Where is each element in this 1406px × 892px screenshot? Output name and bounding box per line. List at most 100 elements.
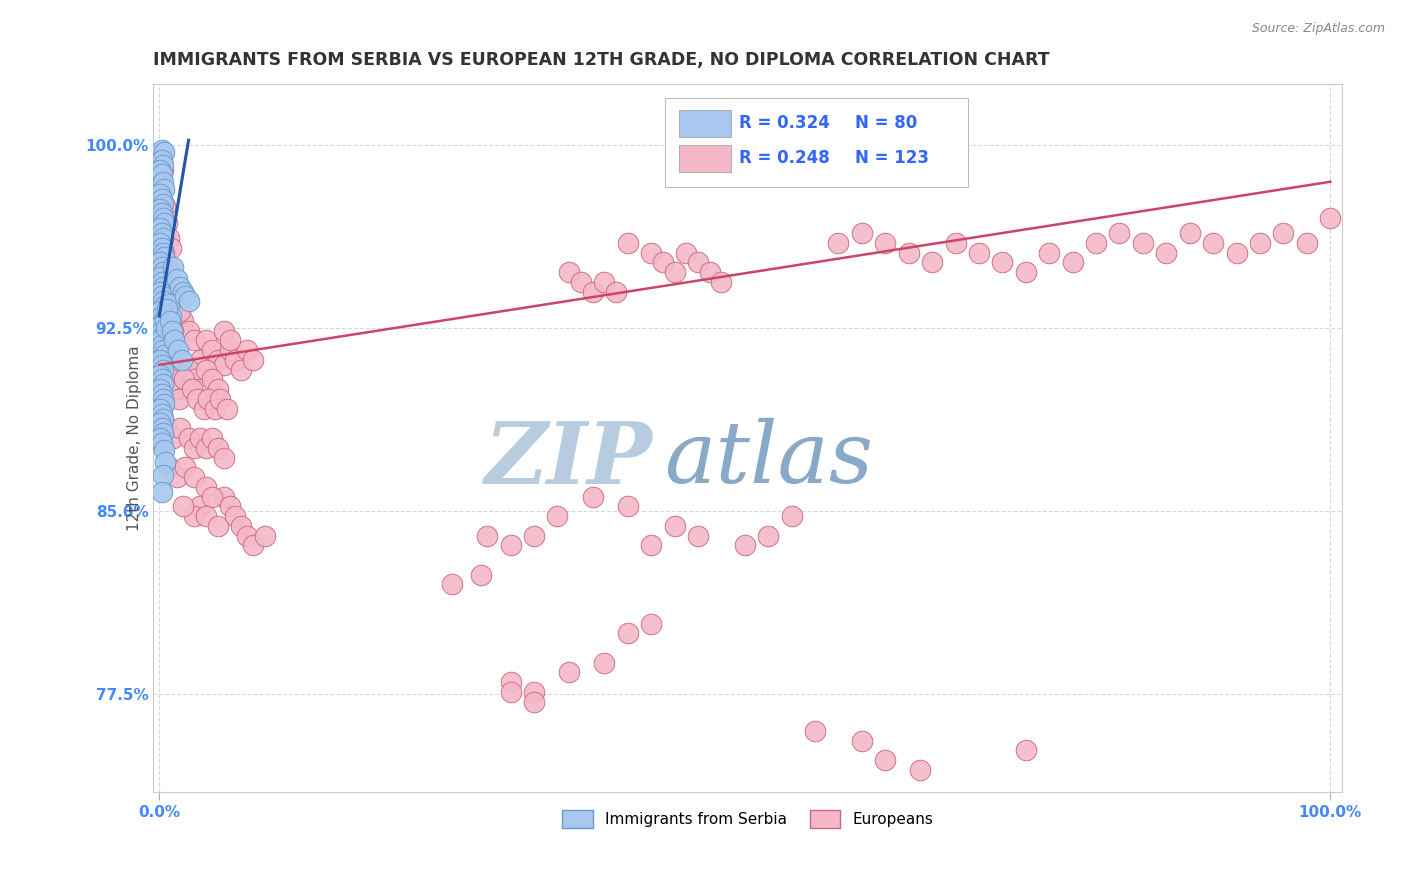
Point	[157, 343, 180, 358]
Point	[153, 343, 176, 358]
Point	[152, 328, 174, 343]
Point	[174, 289, 197, 303]
Point	[558, 665, 581, 680]
Point	[1226, 245, 1249, 260]
Point	[569, 275, 592, 289]
Point	[558, 265, 581, 279]
Point	[160, 372, 183, 386]
Point	[152, 377, 174, 392]
FancyBboxPatch shape	[679, 110, 731, 136]
Point	[150, 206, 173, 220]
Point	[640, 616, 662, 631]
Point	[664, 265, 686, 279]
Point	[153, 455, 176, 469]
Point	[217, 401, 239, 416]
Point	[152, 467, 174, 482]
Point	[153, 314, 176, 328]
Point	[152, 411, 174, 425]
Point	[212, 490, 235, 504]
Point	[1249, 235, 1271, 250]
Point	[149, 353, 172, 368]
Point	[153, 255, 176, 269]
Point	[149, 417, 172, 431]
Point	[153, 245, 176, 260]
Point	[159, 314, 181, 328]
Point	[152, 392, 174, 406]
Point	[827, 235, 849, 250]
Point	[201, 343, 224, 358]
Point	[152, 279, 174, 293]
Point	[581, 285, 603, 299]
Point	[149, 368, 172, 382]
Point	[875, 235, 897, 250]
Point	[188, 382, 211, 396]
Point	[149, 269, 172, 284]
Point	[1038, 245, 1060, 260]
Point	[780, 509, 803, 524]
Point	[1062, 255, 1084, 269]
Point	[159, 275, 181, 289]
Point	[149, 285, 172, 299]
Point	[166, 272, 188, 286]
Point	[616, 626, 638, 640]
Point	[188, 431, 211, 445]
Point	[150, 309, 173, 323]
Point	[183, 372, 205, 386]
Point	[651, 255, 673, 269]
Point	[212, 450, 235, 465]
Point	[152, 162, 174, 177]
Point	[153, 299, 176, 313]
Point	[1272, 226, 1295, 240]
Point	[172, 382, 194, 396]
Point	[195, 362, 218, 376]
Point	[201, 490, 224, 504]
Point	[152, 245, 174, 260]
Point	[616, 500, 638, 514]
Point	[172, 500, 194, 514]
Point	[149, 235, 172, 250]
Point	[160, 362, 183, 376]
Point	[440, 577, 463, 591]
Point	[150, 338, 173, 352]
Point	[875, 753, 897, 767]
Point	[204, 401, 226, 416]
Point	[174, 460, 197, 475]
Point	[153, 182, 176, 196]
Point	[186, 392, 208, 406]
Point	[581, 490, 603, 504]
Point	[152, 314, 174, 328]
Point	[167, 392, 190, 406]
Point	[921, 255, 943, 269]
Point	[207, 519, 229, 533]
FancyBboxPatch shape	[665, 98, 967, 186]
Point	[149, 186, 172, 201]
Point	[183, 334, 205, 348]
Point	[188, 500, 211, 514]
Point	[212, 324, 235, 338]
Text: atlas: atlas	[665, 418, 873, 500]
Point	[152, 334, 174, 348]
Point	[851, 733, 873, 747]
Point	[149, 318, 172, 333]
Point	[177, 294, 200, 309]
Point	[177, 324, 200, 338]
Point	[162, 260, 184, 275]
Point	[150, 484, 173, 499]
Point	[153, 443, 176, 458]
Point	[152, 175, 174, 189]
Point	[1178, 226, 1201, 240]
Point	[242, 353, 264, 368]
Point	[157, 265, 180, 279]
Point	[177, 431, 200, 445]
Point	[593, 656, 616, 670]
Point	[967, 245, 990, 260]
Text: R = 0.248: R = 0.248	[740, 150, 830, 168]
Point	[166, 294, 188, 309]
Text: N = 80: N = 80	[855, 114, 917, 132]
Point	[523, 529, 546, 543]
Point	[1085, 235, 1108, 250]
Y-axis label: 12th Grade, No Diploma: 12th Grade, No Diploma	[128, 345, 142, 531]
Point	[201, 431, 224, 445]
Point	[160, 314, 183, 328]
Point	[169, 304, 191, 318]
